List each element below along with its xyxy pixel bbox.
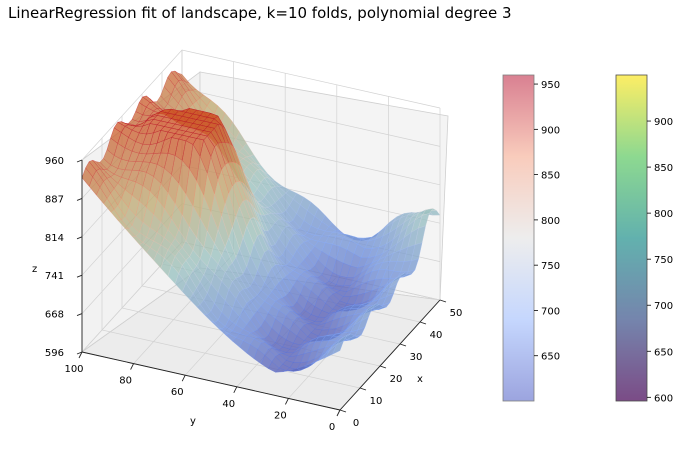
z-tick-label: 887	[45, 194, 64, 205]
colorbar-tick-label: 600	[654, 393, 673, 404]
y-tick-label: 0	[329, 422, 335, 433]
y-tick-mark	[130, 363, 135, 370]
colorbar-tick-label: 700	[654, 301, 673, 312]
x-tick-mark	[399, 343, 407, 347]
x-axis-label: x	[417, 374, 423, 385]
surface-facet-coolwarm	[332, 340, 344, 355]
z-tick-label: 741	[45, 271, 64, 282]
colorbar-coolwarm: 950 900 850 800 750 700 650	[502, 74, 560, 402]
y-axis-label: y	[190, 416, 196, 427]
y-tick-mark	[233, 386, 238, 394]
y-tick-mark	[181, 374, 186, 382]
z-tick-label: 814	[45, 233, 64, 244]
y-tick-label: 80	[119, 376, 132, 387]
z-tick-mark	[76, 197, 83, 201]
colorbar-tick-label: 900	[654, 117, 673, 128]
y-tick-label: 100	[64, 364, 83, 375]
colorbar-tick-label: 700	[541, 306, 560, 317]
x-tick-mark	[419, 321, 427, 325]
y-tick-label: 60	[171, 387, 184, 398]
colorbar-tick-label: 750	[541, 261, 560, 272]
x-tick-label: 20	[390, 374, 403, 385]
x-tick-label: 0	[353, 418, 359, 429]
x-tick-label: 30	[410, 352, 423, 363]
x-tick-mark	[439, 299, 447, 303]
x-tick-label: 50	[450, 308, 463, 319]
colorbar-tick-label: 750	[654, 255, 673, 266]
z-axis-ticks: 960 887 814 741 668 596	[45, 156, 83, 359]
chart-title: LinearRegression fit of landscape, k=10 …	[8, 4, 512, 22]
x-tick-mark	[379, 365, 387, 369]
y-tick-mark	[78, 351, 83, 359]
z-axis-label: z	[32, 264, 37, 275]
colorbar-tick-label: 650	[541, 352, 560, 363]
surface-mesh	[81, 70, 441, 373]
axis-lines	[81, 160, 441, 411]
colorbar-tick-label: 900	[541, 125, 560, 136]
colorbar-coolwarm-ticks: 950 900 850 800 750 700 650	[534, 80, 560, 363]
x-tick-label: 10	[370, 396, 383, 407]
colorbar-tick-label: 800	[654, 209, 673, 220]
x-axis-ticks: 0 10 20 30 40 50	[339, 299, 463, 429]
colorbar-tick-label: 650	[654, 347, 673, 358]
z-tick-label: 596	[45, 348, 64, 359]
x-tick-mark	[359, 387, 367, 391]
colorbar-tick-label: 850	[541, 171, 560, 182]
x-tick-label: 40	[430, 330, 443, 341]
y-tick-mark	[284, 398, 289, 405]
z-tick-label: 668	[45, 310, 64, 321]
z-tick-mark	[76, 274, 83, 278]
z-tick-mark	[76, 313, 83, 317]
z-tick-mark	[76, 351, 83, 355]
colorbar-viridis-ticks: 900 850 800 750 700 650 600	[647, 117, 673, 404]
z-tick-label: 960	[45, 156, 64, 167]
colorbar-tick-label: 800	[541, 216, 560, 227]
colorbar-viridis: 900 850 800 750 700 650 600	[615, 74, 673, 404]
y-tick-label: 20	[274, 410, 287, 421]
y-tick-label: 40	[222, 399, 235, 410]
x-tick-mark	[339, 409, 347, 413]
z-tick-mark	[76, 159, 83, 163]
colorbar-tick-label: 950	[541, 80, 560, 91]
z-tick-mark	[76, 236, 83, 240]
y-axis-ticks: 100 80 60 40 20 0	[64, 351, 341, 433]
y-tick-mark	[336, 409, 341, 417]
colorbar-tick-label: 850	[654, 163, 673, 174]
